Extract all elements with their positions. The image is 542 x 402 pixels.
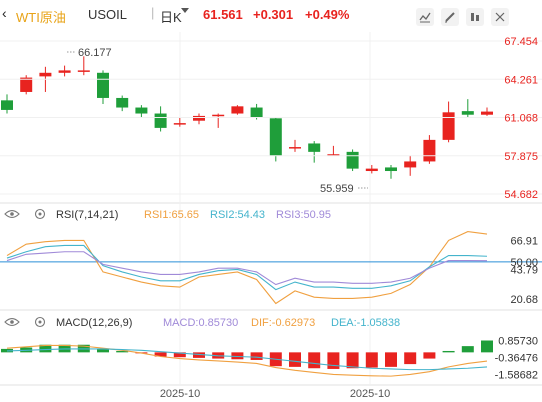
rsi2-value: RSI2:54.43 bbox=[210, 209, 265, 221]
candle-body[interactable] bbox=[269, 118, 282, 156]
macd-legend: MACD(12,26,9) MACD:0.85730 DIF:-0.62973 … bbox=[4, 316, 400, 329]
x-tick-label: 2025-10 bbox=[160, 388, 200, 400]
candle-body[interactable] bbox=[481, 111, 493, 115]
candle-body[interactable] bbox=[193, 115, 205, 121]
candle-body[interactable] bbox=[250, 107, 263, 118]
period-dropdown-icon[interactable] bbox=[181, 8, 189, 13]
candle-body[interactable] bbox=[58, 70, 71, 73]
candle-body[interactable] bbox=[289, 147, 301, 149]
macd-bar[interactable] bbox=[461, 346, 474, 353]
x-tick-label: 2025-10 bbox=[350, 388, 390, 400]
symbol-name[interactable]: WTI原油 bbox=[16, 10, 66, 25]
dea-value: DEA:-1.05838 bbox=[331, 317, 400, 329]
price-axis-label: 67.454 bbox=[504, 36, 538, 48]
rsi-axis-label: 66.91 bbox=[510, 236, 538, 248]
candle-body[interactable] bbox=[173, 123, 186, 125]
macd-bar[interactable] bbox=[481, 340, 493, 353]
price-change-pct: +0.49% bbox=[305, 7, 350, 22]
dea-line bbox=[6, 348, 488, 371]
candle-body[interactable] bbox=[423, 139, 436, 162]
candle-body[interactable] bbox=[97, 72, 109, 98]
hide-indicator-icon[interactable] bbox=[4, 209, 20, 219]
macd-bar[interactable] bbox=[385, 352, 397, 367]
macd-bar[interactable] bbox=[193, 352, 205, 358]
candle-body[interactable] bbox=[1, 100, 13, 110]
rsi-axis-label: 50.00 bbox=[510, 257, 538, 269]
macd-bar[interactable] bbox=[442, 350, 455, 353]
macd-bar[interactable] bbox=[404, 352, 417, 365]
price-change: +0.301 bbox=[253, 7, 294, 22]
candle-body[interactable] bbox=[404, 161, 417, 168]
chart-header: ‹ WTI原油 USOIL | 日K 61.561 +0.301 +0.49% bbox=[0, 0, 542, 32]
macd-axis-label: -1.58682 bbox=[495, 369, 538, 381]
rsi-axis-label: 20.68 bbox=[510, 294, 538, 306]
candle-body[interactable] bbox=[231, 106, 244, 114]
macd-bar[interactable] bbox=[250, 352, 263, 360]
macd-bar[interactable] bbox=[308, 352, 321, 369]
draw-icon[interactable] bbox=[441, 8, 459, 26]
candle-body[interactable] bbox=[461, 111, 474, 115]
macd-bar[interactable] bbox=[365, 352, 378, 368]
period-selector[interactable]: 日K bbox=[160, 10, 182, 25]
macd-bar[interactable] bbox=[346, 352, 359, 369]
macd-bar[interactable] bbox=[39, 344, 52, 353]
candle-body[interactable] bbox=[39, 72, 52, 77]
candle-body[interactable] bbox=[135, 107, 148, 114]
dif-value: DIF:-0.62973 bbox=[251, 317, 315, 329]
macd-title[interactable]: MACD(12,26,9) bbox=[56, 317, 132, 329]
candle-body[interactable] bbox=[327, 154, 340, 156]
indicator-icon[interactable] bbox=[466, 8, 484, 26]
rsi-line-rsi2 bbox=[6, 244, 488, 291]
chart-type-icon[interactable] bbox=[416, 8, 434, 26]
price-axis-label: 64.261 bbox=[504, 74, 538, 86]
rsi-line-rsi1 bbox=[6, 231, 488, 305]
rsi1-value: RSI1:65.65 bbox=[144, 209, 199, 221]
macd-bar[interactable] bbox=[154, 352, 167, 357]
price-axis-label: 57.875 bbox=[504, 151, 538, 163]
macd-bar[interactable] bbox=[289, 352, 301, 367]
rsi-line-rsi3 bbox=[6, 251, 488, 286]
macd-bar[interactable] bbox=[423, 352, 436, 359]
settings-gear-icon[interactable] bbox=[34, 316, 46, 328]
ticker-code: USOIL bbox=[88, 7, 128, 22]
candle-body[interactable] bbox=[116, 97, 129, 108]
candle-body[interactable] bbox=[442, 112, 455, 140]
back-chevron-icon[interactable]: ‹ bbox=[2, 5, 7, 21]
macd-axis-label: -0.36476 bbox=[495, 352, 538, 364]
dif-line bbox=[6, 344, 488, 377]
price-axis-label: 61.068 bbox=[504, 113, 538, 125]
fullscreen-icon[interactable] bbox=[491, 8, 509, 26]
candle-body[interactable] bbox=[365, 168, 378, 172]
header-divider: | bbox=[151, 5, 155, 20]
macd-bar[interactable] bbox=[97, 348, 109, 353]
price-axis-label: 54.682 bbox=[504, 189, 538, 201]
macd-axis-label: 0.85730 bbox=[498, 336, 538, 348]
last-price: 61.561 bbox=[203, 7, 243, 22]
macd-value: MACD:0.85730 bbox=[163, 317, 238, 329]
macd-bar[interactable] bbox=[327, 352, 340, 369]
candle-body[interactable] bbox=[346, 151, 359, 169]
candle-body[interactable] bbox=[308, 143, 321, 152]
candle-body[interactable] bbox=[385, 167, 397, 172]
rsi3-value: RSI3:50.95 bbox=[276, 209, 331, 221]
candle-body[interactable] bbox=[77, 70, 90, 72]
macd-bar[interactable] bbox=[231, 352, 244, 360]
candle-body[interactable] bbox=[212, 114, 225, 117]
macd-bar[interactable] bbox=[116, 350, 129, 353]
candle-body[interactable] bbox=[154, 113, 167, 128]
rsi-title[interactable]: RSI(7,14,21) bbox=[56, 209, 118, 221]
rsi-axis-label: 43.79 bbox=[510, 265, 538, 277]
high-annotation: 66.177 bbox=[78, 47, 112, 59]
hide-indicator-icon[interactable] bbox=[4, 317, 20, 327]
candle-body[interactable] bbox=[20, 77, 33, 92]
low-annotation: 55.959 bbox=[320, 183, 354, 195]
rsi-legend: RSI(7,14,21) RSI1:65.65 RSI2:54.43 RSI3:… bbox=[4, 208, 331, 221]
macd-bar[interactable] bbox=[173, 352, 186, 358]
settings-gear-icon[interactable] bbox=[34, 208, 46, 220]
